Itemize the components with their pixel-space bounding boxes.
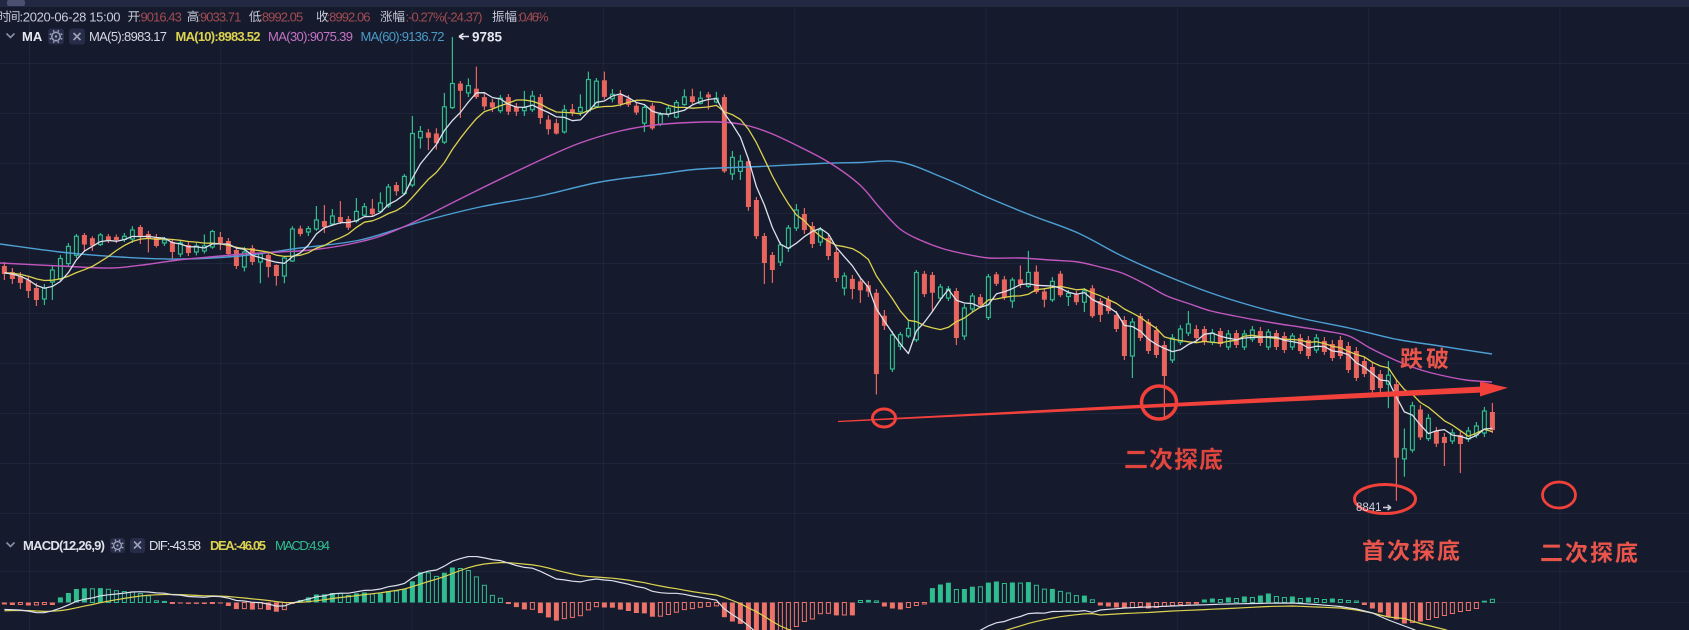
svg-text:DEA:-46.05: DEA:-46.05 xyxy=(210,538,266,553)
svg-text::8992.05: :8992.05 xyxy=(259,10,303,25)
svg-text:MA(5):8983.17: MA(5):8983.17 xyxy=(89,29,167,44)
svg-text:9785: 9785 xyxy=(472,30,503,45)
svg-text:MA(10):8983.52: MA(10):8983.52 xyxy=(176,29,261,44)
svg-text::0.46%: :0.46% xyxy=(518,10,549,25)
svg-text:8841: 8841 xyxy=(1356,502,1382,514)
svg-text:MACD:4.94: MACD:4.94 xyxy=(275,538,330,553)
svg-text::9033.71: :9033.71 xyxy=(197,10,241,25)
svg-text:DIF:-43.58: DIF:-43.58 xyxy=(149,538,201,553)
svg-text::8992.06: :8992.06 xyxy=(327,10,371,25)
svg-text:MA(30):9075.39: MA(30):9075.39 xyxy=(268,29,353,44)
svg-text::-0.27%(-24.37): :-0.27%(-24.37) xyxy=(406,10,483,25)
svg-text:MA: MA xyxy=(22,29,43,44)
svg-text:MA(60):9136.72: MA(60):9136.72 xyxy=(361,29,445,44)
svg-text::2020-06-28 15:00: :2020-06-28 15:00 xyxy=(20,10,121,25)
svg-text::9016.43: :9016.43 xyxy=(138,10,182,25)
svg-text:MACD(12,26,9): MACD(12,26,9) xyxy=(23,538,105,553)
